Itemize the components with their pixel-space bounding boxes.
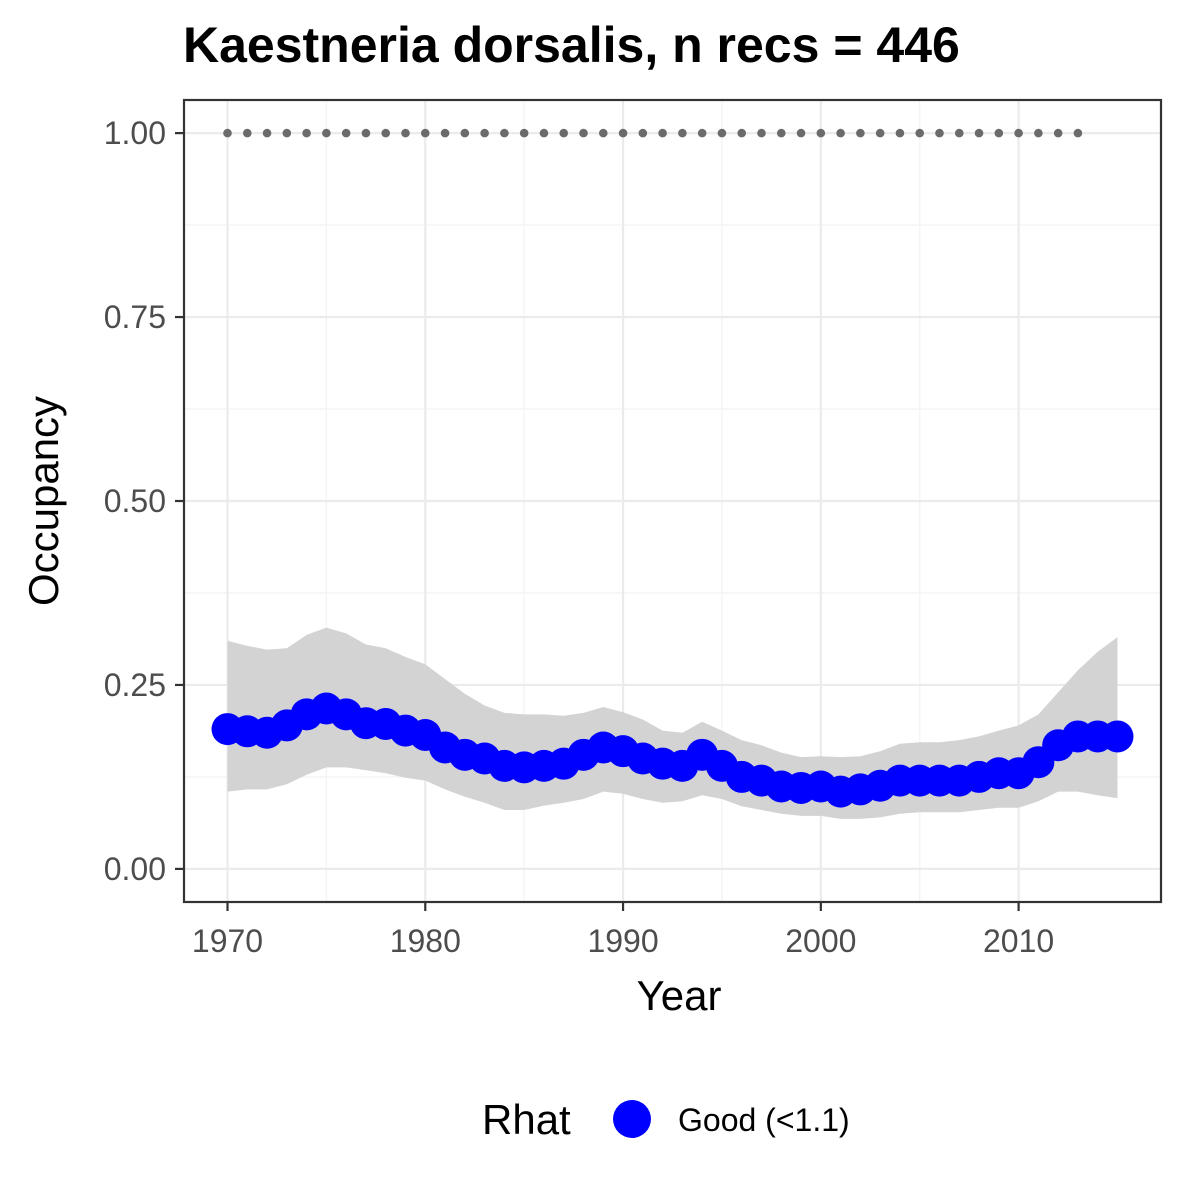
reference-point — [776, 128, 786, 138]
x-tick-label: 1970 — [192, 923, 263, 959]
reference-point — [579, 128, 588, 138]
reference-point — [638, 128, 648, 138]
reference-point — [856, 128, 865, 138]
x-axis-title: Year — [637, 972, 722, 1019]
y-tick-label: 0.25 — [104, 667, 166, 703]
reference-point — [717, 128, 727, 138]
reference-point — [282, 128, 292, 138]
x-tick-label: 2010 — [983, 923, 1054, 959]
reference-point — [420, 128, 430, 138]
x-tick-label: 1990 — [587, 923, 658, 959]
reference-point — [539, 128, 549, 138]
reference-point — [500, 128, 509, 138]
reference-point — [697, 128, 707, 138]
reference-point — [757, 128, 766, 138]
y-axis: 0.00 0.25 0.50 0.75 1.00 — [104, 115, 184, 887]
reference-point — [836, 128, 845, 138]
legend: Rhat Good (<1.1) — [482, 1096, 850, 1143]
reference-point — [302, 128, 311, 138]
plot-panel — [182, 98, 1163, 904]
reference-point — [440, 128, 450, 138]
reference-point — [361, 128, 371, 138]
reference-point — [401, 128, 410, 138]
legend-title: Rhat — [482, 1096, 571, 1143]
reference-point — [1014, 128, 1023, 138]
reference-point — [737, 128, 747, 138]
reference-point — [974, 128, 984, 138]
reference-point — [1053, 128, 1063, 138]
x-tick-label: 1980 — [390, 923, 461, 959]
reference-point — [519, 128, 529, 138]
reference-line-points — [223, 128, 1083, 138]
legend-key-good — [613, 1100, 651, 1138]
reference-point — [223, 128, 232, 138]
reference-point — [559, 128, 569, 138]
x-tick-label: 2000 — [785, 923, 856, 959]
y-tick-label: 0.50 — [104, 483, 166, 519]
reference-point — [1073, 128, 1083, 138]
reference-point — [875, 128, 885, 138]
reference-point — [796, 128, 806, 138]
reference-point — [935, 128, 944, 138]
reference-point — [658, 128, 667, 138]
reference-point — [618, 128, 628, 138]
reference-point — [242, 128, 252, 138]
data-point — [1101, 720, 1134, 753]
x-axis: 1970 1980 1990 2000 2010 — [192, 902, 1054, 959]
reference-point — [954, 128, 964, 138]
reference-point — [915, 128, 925, 138]
y-tick-label: 1.00 — [104, 115, 166, 151]
reference-point — [480, 128, 489, 138]
reference-point — [678, 128, 687, 138]
reference-point — [994, 128, 1004, 138]
reference-point — [341, 128, 351, 138]
reference-point — [816, 128, 826, 138]
reference-point — [895, 128, 905, 138]
reference-point — [381, 128, 391, 138]
y-axis-title: Occupancy — [20, 396, 67, 606]
reference-point — [262, 128, 272, 138]
legend-label-good: Good (<1.1) — [678, 1102, 850, 1138]
reference-point — [460, 128, 470, 138]
y-tick-label: 0.75 — [104, 299, 166, 335]
y-tick-label: 0.00 — [104, 851, 166, 887]
reference-point — [322, 128, 331, 138]
reference-point — [598, 128, 608, 138]
chart-title: Kaestneria dorsalis, n recs = 446 — [183, 17, 960, 73]
reference-point — [1034, 128, 1043, 138]
occupancy-points — [211, 692, 1134, 808]
